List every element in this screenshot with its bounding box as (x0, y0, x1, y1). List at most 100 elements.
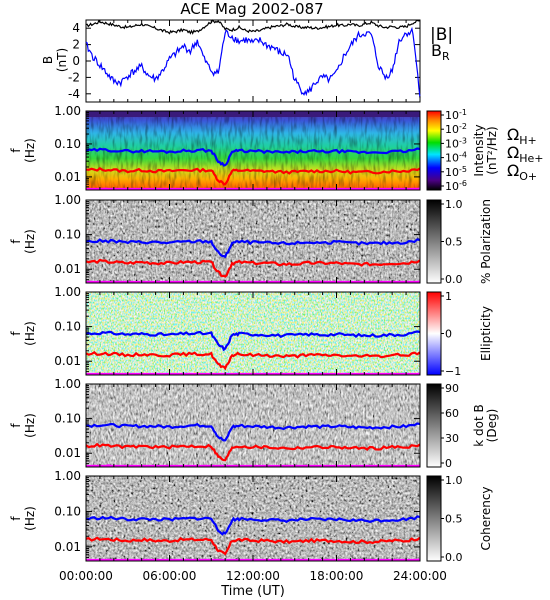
freq-ylabel: f (9, 239, 23, 244)
time-tick-label: 06:00:00 (143, 569, 197, 583)
colorbar-tick-label: 1.0 (445, 198, 463, 211)
he-plus-gyrofrequency-line (85, 166, 421, 186)
freq-tick-label: 0.01 (54, 354, 81, 368)
colorbar-tick-label: 10-6 (445, 179, 467, 193)
freq-tick-label: 1.00 (54, 469, 81, 483)
freq-tick-label: 0.10 (54, 137, 81, 151)
time-tick-label: 12:00:00 (226, 569, 280, 583)
x-axis-label: Time (UT) (220, 584, 285, 599)
colorbar-tick-label: 0.0 (445, 551, 463, 564)
colorbar-tick-exp: -4 (459, 151, 467, 160)
colorbar-tick-label: 0.5 (445, 513, 463, 526)
colorbar-tick-label: 30 (445, 432, 459, 445)
freq-ylabel-units: (Hz) (23, 229, 37, 254)
field-panel: 4 2 0 -2 -4 B (nT) |B| BR (41, 19, 453, 103)
field-ylabel-1: B (41, 56, 55, 64)
colorbar-title: (Deg) (485, 409, 499, 443)
time-tick-label: 18:00:00 (310, 569, 364, 583)
colorbar-tick-label: 10-4 (445, 151, 467, 165)
freq-ylabel: f (9, 148, 23, 153)
freq-ylabel: f (9, 423, 23, 428)
freq-ylabel: f (9, 516, 23, 521)
colorbar-tick-exp: -3 (459, 136, 467, 145)
freq-ylabel-units: (Hz) (23, 138, 37, 163)
field-ytick-label: 0 (72, 54, 80, 68)
he-plus-gyrofrequency-line (85, 536, 421, 556)
colorbar-tick-label: 1.0 (445, 474, 463, 487)
freq-ylabel-units: (Hz) (23, 506, 37, 531)
freq-tick-label: 0.01 (54, 262, 81, 276)
freq-tick-label: 1.00 (54, 377, 81, 391)
field-ytick-label: 4 (72, 21, 80, 35)
legend-o-plus: ΩO+ (507, 161, 537, 183)
colorbar-tick-base: 10 (445, 109, 459, 122)
freq-tick-label: 0.10 (54, 504, 81, 518)
time-tick-label: 24:00:00 (393, 569, 447, 583)
colorbar-title: % Polarization (479, 199, 493, 284)
colorbar-title: k dot B (472, 404, 486, 446)
time-axis: 00:00:00 06:00:00 12:00:00 18:00:00 24:00:00 (59, 20, 447, 583)
time-tick-label: 00:00:00 (59, 569, 113, 583)
freq-tick-label: 0.10 (54, 320, 81, 334)
colorbar-coherency (426, 475, 442, 562)
field-panel-frame (85, 19, 421, 103)
colorbar-tick-base: 10 (445, 152, 459, 165)
colorbar-tick-exp: -6 (459, 179, 467, 188)
freq-tick-label: 0.01 (54, 170, 81, 184)
colorbar-tick-base: 10 (445, 180, 459, 193)
freq-tick-label: 0.10 (54, 412, 81, 426)
b-radial-line (85, 26, 421, 98)
colorbar-tick-label: 0 (445, 457, 452, 470)
colorbar-tick-label: 10-3 (445, 136, 467, 150)
h-plus-gyrofrequency-line (85, 238, 421, 259)
colorbar-intensity (426, 110, 442, 191)
colorbar-title: Intensity (472, 124, 486, 176)
h-plus-gyrofrequency-line (85, 515, 421, 536)
colorbar-ellipticity (426, 291, 442, 376)
colorbar-tick-exp: -1 (459, 108, 467, 117)
b-magnitude-line (85, 19, 421, 35)
colorbar-kdotb (426, 383, 442, 468)
colorbar-tick-label: 10-2 (445, 122, 467, 136)
freq-tick-label: 1.00 (54, 285, 81, 299)
freq-tick-label: 0.01 (54, 446, 81, 460)
h-plus-gyrofrequency-line (85, 330, 421, 352)
colorbar-tick-exp: -5 (459, 165, 467, 174)
h-plus-gyrofrequency-line (85, 422, 421, 442)
freq-tick-label: 1.00 (54, 104, 81, 118)
he-plus-gyrofrequency-line (85, 442, 421, 462)
colorbar-tick-base: 10 (445, 137, 459, 150)
colorbar-tick-base: 10 (445, 166, 459, 179)
he-plus-gyrofrequency-line (85, 350, 421, 371)
legend-b-radial: BR (431, 41, 450, 63)
colorbar-tick-base: 10 (445, 123, 459, 136)
legend-h-plus: ΩH+ (507, 125, 537, 147)
colorbar-tick-label: 10-5 (445, 165, 467, 179)
chart-title: ACE Mag 2002-087 (180, 0, 323, 18)
field-ytick-label: 2 (72, 38, 80, 52)
field-ytick-label: -4 (68, 87, 80, 101)
freq-ylabel-units: (Hz) (23, 321, 37, 346)
colorbar-tick-label: 0.0 (445, 273, 463, 286)
colorbar-tick-label: 1 (445, 290, 452, 303)
colorbar-title: (nT²/Hz) (485, 126, 499, 174)
colorbar-tick-label: 90 (445, 382, 459, 395)
colorbar-title: Coherency (479, 486, 493, 550)
h-plus-gyrofrequency-line (85, 147, 421, 167)
colorbar-tick-label: 0 (445, 328, 452, 341)
gyro-legend: ΩH+ ΩHe+ ΩO+ (507, 125, 544, 183)
colorbar-tick-label: 10-1 (445, 108, 467, 122)
field-ylabel-2: (nT) (55, 48, 69, 72)
freq-tick-label: 0.10 (54, 228, 81, 242)
freq-tick-label: 0.01 (54, 540, 81, 554)
field-y-axis: 4 2 0 -2 -4 (68, 21, 420, 101)
colorbar-tick-label: −1 (445, 365, 461, 378)
colorbar-polarization (426, 199, 442, 284)
legend-b-magnitude: |B| (430, 25, 453, 45)
colorbar-tick-label: 0.5 (445, 236, 463, 249)
freq-tick-label: 1.00 (54, 193, 81, 207)
freq-ylabel-units: (Hz) (23, 413, 37, 438)
colorbar-title: Ellipticity (479, 306, 493, 361)
